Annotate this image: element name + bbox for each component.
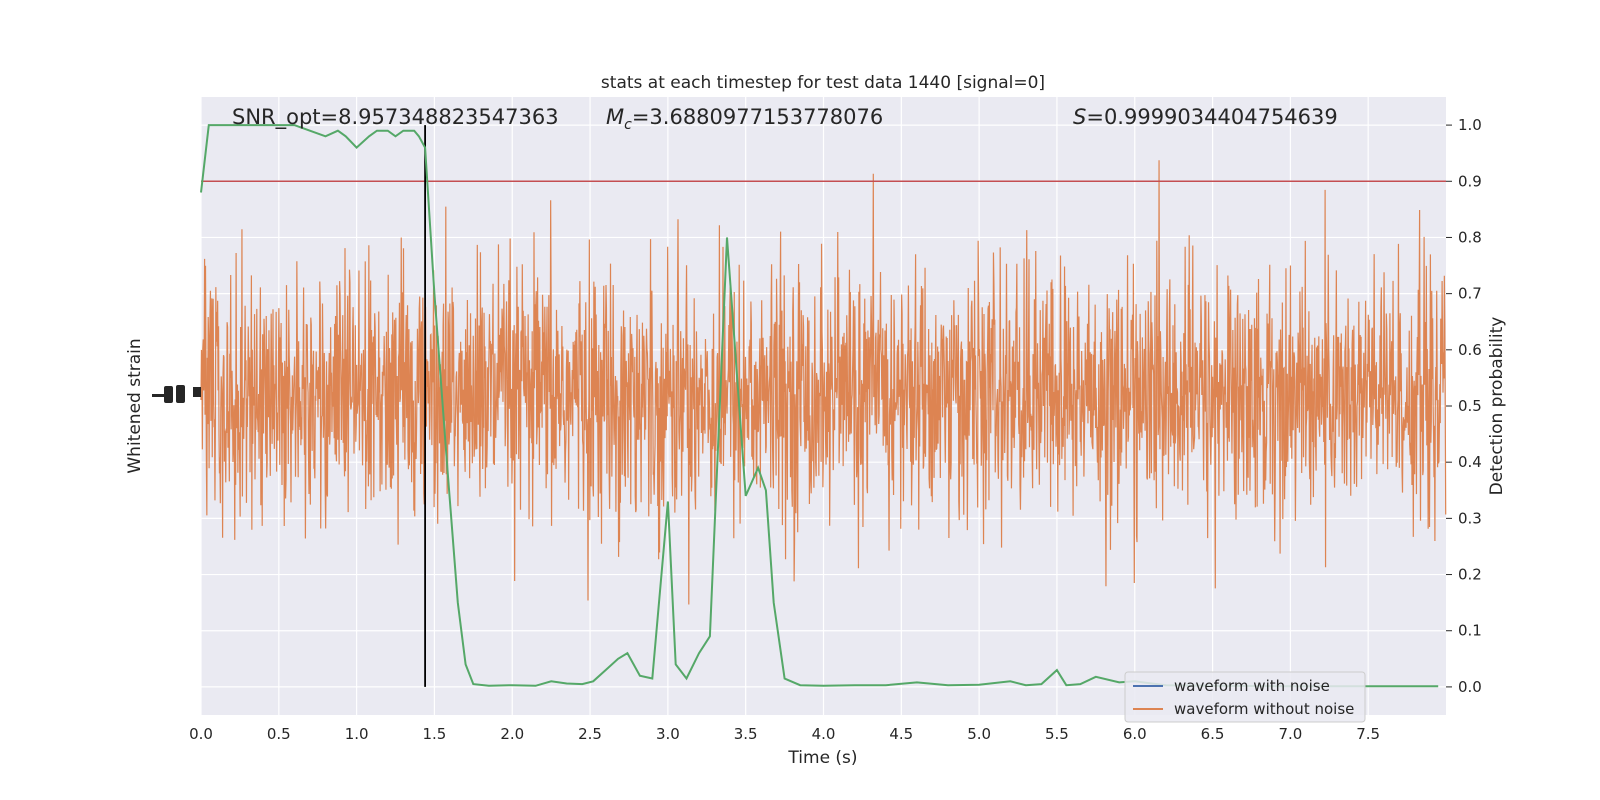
y-tick-label-0: 0.0	[1458, 678, 1482, 696]
legend-label-without-noise: waveform without noise	[1174, 700, 1354, 718]
y-tick-label-3: 0.3	[1458, 509, 1482, 527]
x-tick-label-4: 2.0	[500, 725, 524, 743]
x-tick-label-0: 0.0	[189, 725, 213, 743]
x-tick-label-5: 2.5	[578, 725, 602, 743]
x-tick-label-8: 4.0	[812, 725, 836, 743]
x-axis-label: Time (s)	[787, 748, 857, 768]
y-tick-label-8: 0.8	[1458, 228, 1482, 246]
y-tick-label-4: 0.4	[1458, 453, 1482, 471]
x-tick-label-2: 1.0	[345, 725, 369, 743]
strain-without-noise-path	[200, 160, 1447, 605]
chart-title: stats at each timestep for test data 144…	[601, 73, 1045, 93]
x-tick-label-15: 7.5	[1356, 725, 1380, 743]
y-tick-label-1: 0.1	[1458, 622, 1482, 640]
y-tick-label-6: 0.6	[1458, 341, 1482, 359]
x-tick-label-3: 1.5	[423, 725, 447, 743]
x-tick-label-12: 6.0	[1123, 725, 1147, 743]
score-annotation: S=0.9999034404754639	[1073, 105, 1338, 129]
y-axis-left-label: Whitened strain	[125, 338, 145, 473]
y-axis-right-ticks: 0.0 0.1 0.2 0.3 0.4 0.5 0.6 0.7 0.8 0.9 1.0	[1446, 116, 1482, 696]
left-axis-tick-cluster	[152, 385, 201, 403]
x-tick-label-11: 5.5	[1045, 725, 1069, 743]
legend: waveform with noise waveform without noi…	[1124, 671, 1366, 723]
x-tick-label-10: 5.0	[967, 725, 991, 743]
y-tick-label-7: 0.7	[1458, 285, 1482, 303]
y-tick-label-5: 0.5	[1458, 397, 1482, 415]
x-axis-ticks: 0.0 0.5 1.0 1.5 2.0 2.5 3.0 3.5 4.0 4.5 5.0 5.5 6.0 6…	[189, 725, 1380, 743]
x-tick-label-1: 0.5	[267, 725, 291, 743]
x-tick-label-13: 6.5	[1201, 725, 1225, 743]
y-tick-label-10: 1.0	[1458, 116, 1482, 134]
y-tick-label-9: 0.9	[1458, 172, 1482, 190]
x-tick-label-6: 3.0	[656, 725, 680, 743]
y-axis-right-label: Detection probability	[1487, 317, 1507, 496]
x-tick-label-14: 7.0	[1278, 725, 1302, 743]
x-tick-label-7: 3.5	[734, 725, 758, 743]
x-tick-label-9: 4.5	[889, 725, 913, 743]
y-tick-label-2: 0.2	[1458, 566, 1482, 584]
legend-box	[1124, 671, 1366, 723]
chirp-mass-annotation: Mc=3.6880977153778076	[606, 105, 883, 133]
detection-probability-line	[200, 124, 1439, 688]
strain-series	[200, 160, 1447, 605]
legend-label-with-noise: waveform with noise	[1174, 677, 1330, 695]
snr-annotation: SNR_opt=8.957348823547363	[232, 105, 559, 130]
